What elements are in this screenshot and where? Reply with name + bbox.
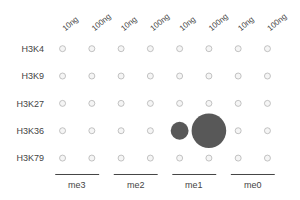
- svg-text:10ng: 10ng: [236, 15, 255, 33]
- svg-text:H3K9: H3K9: [21, 71, 44, 81]
- svg-text:H3K79: H3K79: [16, 153, 44, 163]
- svg-text:100ng: 100ng: [90, 12, 113, 33]
- svg-text:H3K36: H3K36: [16, 126, 44, 136]
- svg-text:H3K4: H3K4: [21, 44, 44, 54]
- svg-text:me1: me1: [185, 180, 203, 190]
- svg-text:me3: me3: [68, 180, 86, 190]
- svg-text:me2: me2: [127, 180, 145, 190]
- svg-text:10ng: 10ng: [178, 15, 197, 33]
- svg-text:10ng: 10ng: [119, 15, 138, 33]
- svg-text:100ng: 100ng: [266, 12, 289, 33]
- svg-text:me0: me0: [244, 180, 262, 190]
- svg-text:100ng: 100ng: [207, 12, 230, 33]
- svg-text:H3K27: H3K27: [16, 99, 44, 109]
- svg-text:10ng: 10ng: [61, 15, 80, 33]
- svg-text:100ng: 100ng: [148, 12, 171, 33]
